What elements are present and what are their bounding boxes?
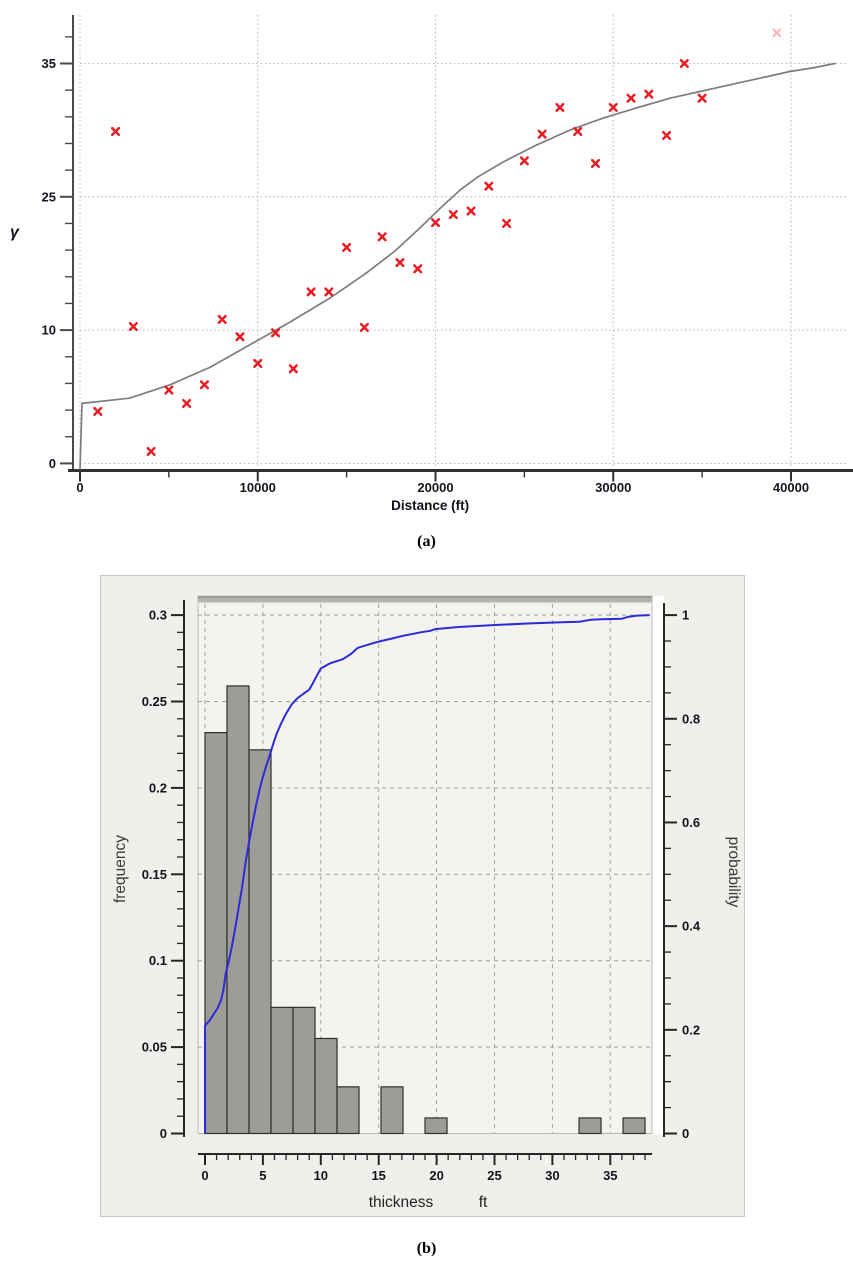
histogram-chart: 0 0.05 0.1 0.15 0.2 0.25 0.3 frequency 0 0.2 0.4 0.… <box>112 595 742 1211</box>
svg-text:γ: γ <box>10 224 20 241</box>
svg-text:ft: ft <box>479 1194 488 1211</box>
svg-text:0: 0 <box>76 480 83 495</box>
caption-a: (a) <box>417 533 436 550</box>
svg-text:Distance (ft): Distance (ft) <box>391 498 469 513</box>
variogram-chart: 0 10 25 35 0 10000 20000 30000 40000 Distance (ft… <box>0 0 853 558</box>
svg-text:35: 35 <box>603 1168 617 1183</box>
svg-text:0.1: 0.1 <box>149 953 167 968</box>
svg-text:20: 20 <box>429 1168 443 1183</box>
svg-text:0.2: 0.2 <box>149 780 167 795</box>
svg-text:thickness: thickness <box>369 1194 434 1211</box>
svg-text:5: 5 <box>259 1168 266 1183</box>
svg-text:10: 10 <box>42 323 56 338</box>
svg-text:probability: probability <box>725 837 742 908</box>
svg-text:0: 0 <box>201 1168 208 1183</box>
svg-text:0: 0 <box>49 456 56 471</box>
svg-text:0.2: 0.2 <box>682 1022 700 1037</box>
svg-text:0.25: 0.25 <box>142 694 167 709</box>
svg-text:10000: 10000 <box>240 480 276 495</box>
svg-text:0.4: 0.4 <box>682 919 701 934</box>
svg-text:10: 10 <box>314 1168 328 1183</box>
svg-text:0.8: 0.8 <box>682 711 700 726</box>
svg-text:30: 30 <box>545 1168 559 1183</box>
svg-text:15: 15 <box>371 1168 385 1183</box>
caption-b: (b) <box>416 1240 437 1257</box>
svg-text:25: 25 <box>487 1168 501 1183</box>
svg-text:0.05: 0.05 <box>142 1040 167 1055</box>
svg-text:30000: 30000 <box>595 480 631 495</box>
svg-text:frequency: frequency <box>112 835 129 903</box>
svg-text:1: 1 <box>682 608 689 623</box>
svg-text:25: 25 <box>42 189 56 204</box>
svg-text:40000: 40000 <box>773 480 809 495</box>
svg-text:0: 0 <box>160 1126 167 1141</box>
svg-text:35: 35 <box>42 56 56 71</box>
svg-text:0.6: 0.6 <box>682 815 700 830</box>
histogram-panel: 0 0.05 0.1 0.15 0.2 0.25 0.3 frequency 0 0.2 0.4 0.… <box>100 575 745 1217</box>
svg-text:0.3: 0.3 <box>149 608 167 623</box>
svg-text:0: 0 <box>682 1126 689 1141</box>
svg-text:0.15: 0.15 <box>142 867 167 882</box>
svg-text:20000: 20000 <box>417 480 453 495</box>
